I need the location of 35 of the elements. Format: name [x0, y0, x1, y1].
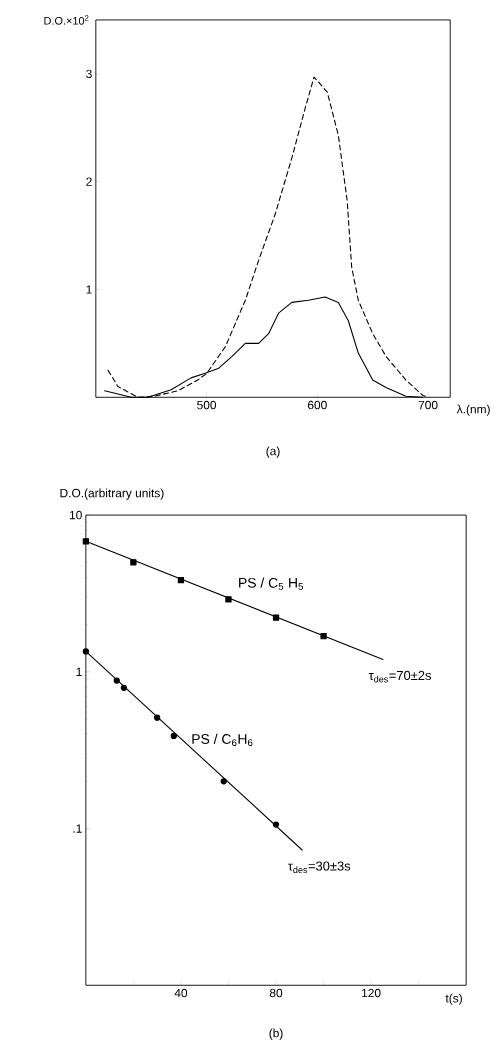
y-axis-title: D.O.×10$^{2}$ — [44, 15, 89, 25]
y-tick-label: 10 — [69, 510, 82, 520]
annotation: τ$_{des}$=30±3s — [287, 861, 351, 874]
point — [82, 648, 89, 655]
x-tick-label: 40 — [174, 988, 188, 998]
series-label: PS / C$_{6}$H$_{6}$ — [192, 733, 253, 747]
point — [113, 677, 120, 684]
annotation: τ$_{des}$=70±2s — [368, 670, 431, 683]
text: (a) — [266, 446, 280, 458]
point — [130, 559, 137, 566]
y-axis-title: D.O.(arbitrary units) — [60, 488, 164, 500]
point — [170, 732, 177, 740]
y-tick-label: 1 — [86, 285, 92, 294]
point — [272, 821, 280, 828]
point — [82, 538, 89, 545]
x-tick-label: 500 — [197, 400, 217, 410]
x-axis-title: t(s) — [445, 993, 462, 1005]
x-tick-label: 120 — [362, 988, 381, 998]
y-tick-label: 3 — [86, 69, 92, 79]
y-tick-label: .1 — [73, 824, 82, 833]
point — [153, 714, 161, 721]
x-tick-label: 80 — [269, 988, 283, 998]
x-tick-label: 700 — [418, 400, 438, 410]
point — [177, 576, 185, 584]
x-axis-title: λ.(nm) — [456, 404, 490, 416]
text: (b) — [269, 1028, 283, 1040]
point — [320, 632, 327, 640]
y-tick-label: 2 — [86, 177, 92, 186]
series-label: PS / C$_{5}$ H$_{5}$ — [239, 577, 303, 590]
point — [272, 614, 280, 621]
point — [220, 778, 227, 785]
x-tick-label: 600 — [307, 400, 327, 410]
point — [225, 596, 232, 603]
y-tick-label: 1 — [76, 667, 82, 676]
point — [120, 684, 127, 692]
